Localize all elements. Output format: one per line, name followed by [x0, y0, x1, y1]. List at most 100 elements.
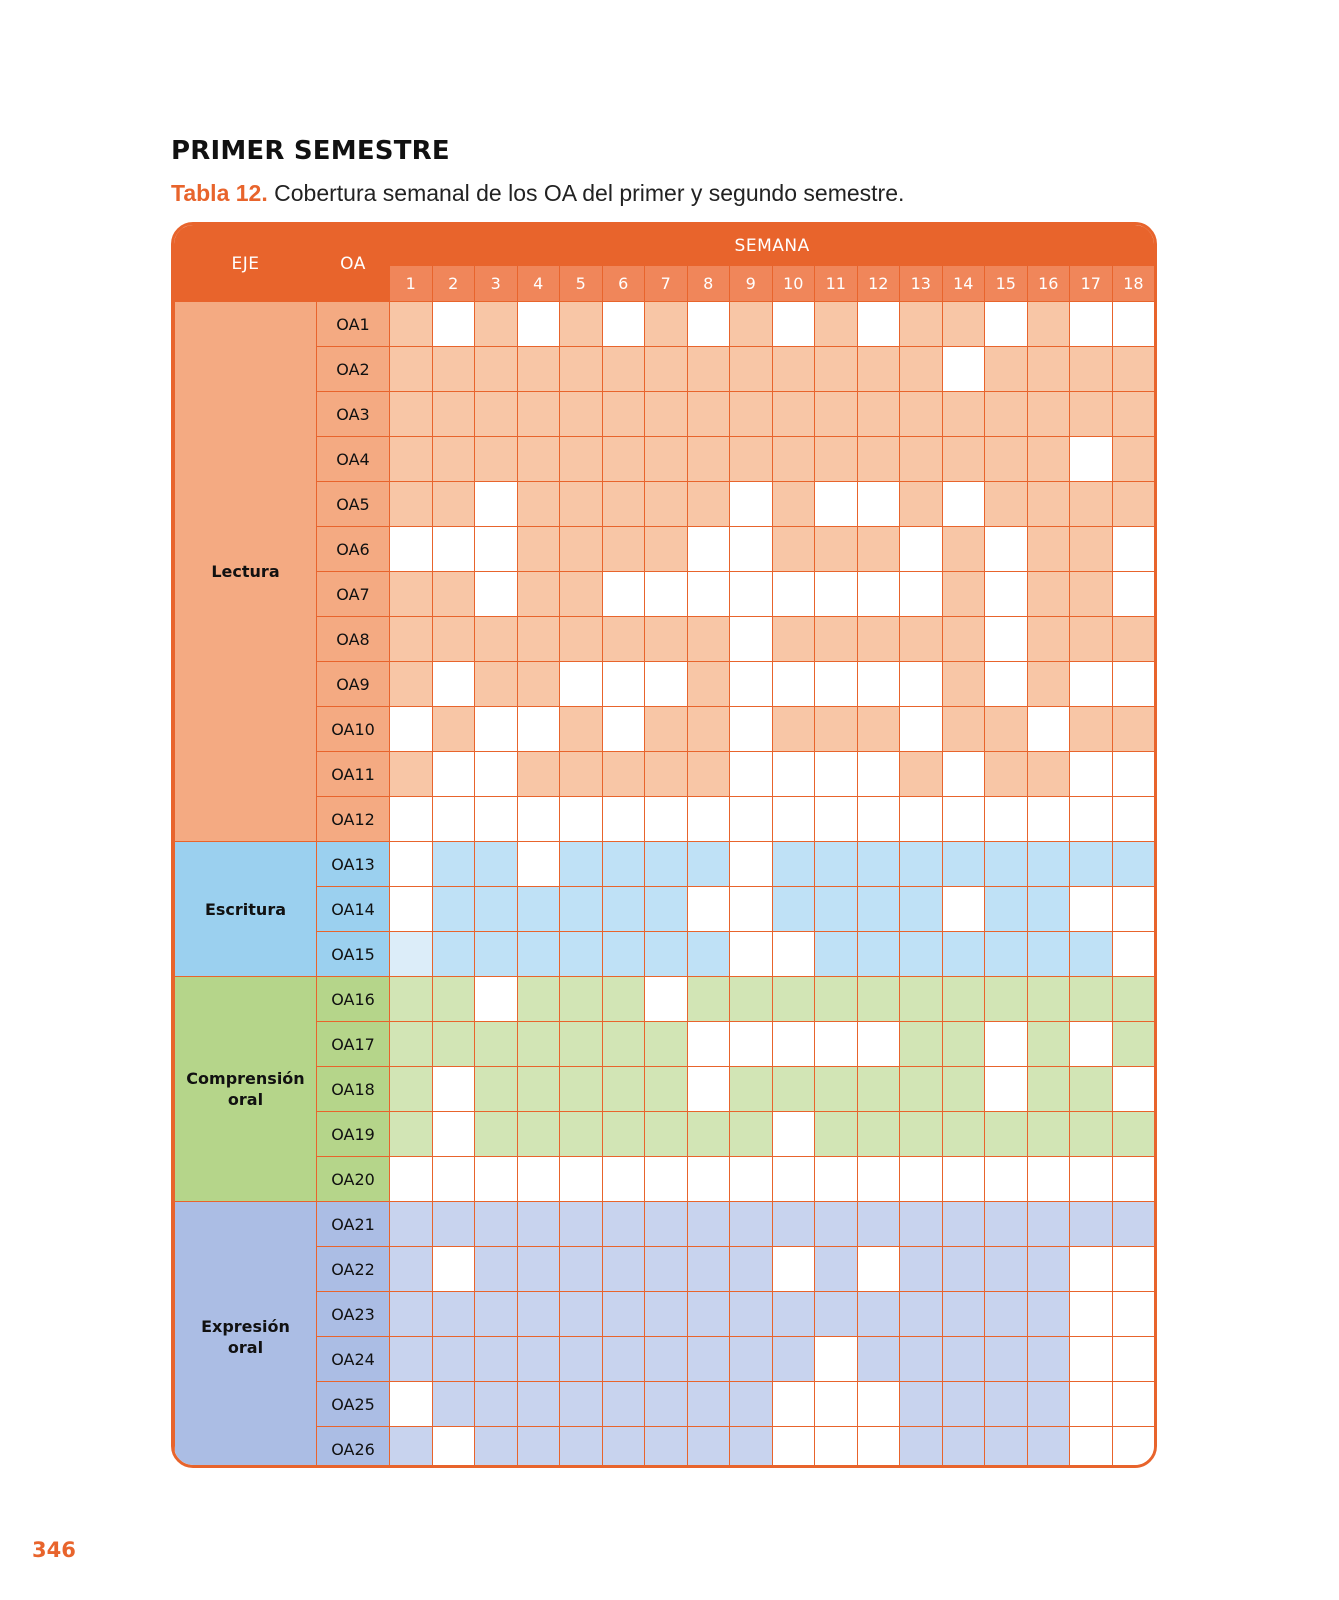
coverage-cell — [771, 1111, 815, 1157]
coverage-cell — [729, 526, 773, 572]
coverage-cell — [431, 796, 475, 842]
coverage-cell — [814, 1111, 858, 1157]
week-header: 16 — [1026, 265, 1070, 302]
table-row: OA14 — [175, 886, 1154, 932]
oa-label: OA13 — [316, 841, 390, 887]
coverage-cell — [941, 931, 985, 977]
coverage-cell — [1069, 1111, 1113, 1157]
coverage-cell — [559, 1156, 603, 1202]
coverage-cell — [644, 931, 688, 977]
coverage-cell — [984, 976, 1028, 1022]
week-header: 15 — [984, 265, 1028, 302]
coverage-cell — [941, 1021, 985, 1067]
coverage-cell — [474, 976, 518, 1022]
coverage-cell — [559, 751, 603, 797]
table-row: OA24 — [175, 1336, 1154, 1382]
week-header: 18 — [1111, 265, 1154, 302]
coverage-cell — [856, 1021, 900, 1067]
coverage-cell — [389, 931, 433, 977]
coverage-cell — [729, 1291, 773, 1337]
coverage-cell — [516, 1066, 560, 1112]
coverage-cell — [814, 481, 858, 527]
coverage-cell — [644, 886, 688, 932]
coverage-cell — [559, 346, 603, 392]
coverage-cell — [644, 751, 688, 797]
coverage-cell — [431, 1021, 475, 1067]
coverage-cell — [941, 481, 985, 527]
coverage-cell — [1111, 1156, 1154, 1202]
coverage-cell — [941, 436, 985, 482]
coverage-cell — [856, 1426, 900, 1465]
coverage-cell — [601, 481, 645, 527]
coverage-cell — [771, 1336, 815, 1382]
coverage-cell — [856, 1381, 900, 1427]
coverage-cell — [644, 1291, 688, 1337]
coverage-cell — [1069, 301, 1113, 347]
coverage-cell — [729, 751, 773, 797]
coverage-cell — [899, 391, 943, 437]
coverage-cell — [474, 1381, 518, 1427]
coverage-cell — [1111, 436, 1154, 482]
coverage-cell — [1111, 931, 1154, 977]
coverage-cell — [559, 1381, 603, 1427]
coverage-cell — [984, 1246, 1028, 1292]
coverage-cell — [771, 571, 815, 617]
coverage-cell — [856, 1291, 900, 1337]
coverage-cell — [984, 571, 1028, 617]
coverage-cell — [516, 976, 560, 1022]
coverage-cell — [516, 1246, 560, 1292]
coverage-cell — [771, 706, 815, 752]
coverage-cell — [601, 1291, 645, 1337]
coverage-cell — [814, 436, 858, 482]
coverage-cell — [729, 391, 773, 437]
coverage-cell — [389, 436, 433, 482]
coverage-cell — [899, 616, 943, 662]
coverage-cell — [1111, 706, 1154, 752]
coverage-cell — [941, 751, 985, 797]
coverage-cell — [771, 1201, 815, 1247]
coverage-cell — [941, 1156, 985, 1202]
header-semana: SEMANA — [388, 225, 1154, 266]
coverage-cell — [559, 1111, 603, 1157]
table-row: OA3 — [175, 391, 1154, 437]
coverage-cell — [1026, 481, 1070, 527]
coverage-cell — [516, 796, 560, 842]
coverage-cell — [431, 1246, 475, 1292]
coverage-cell — [601, 976, 645, 1022]
coverage-cell — [899, 301, 943, 347]
coverage-cell — [559, 1291, 603, 1337]
coverage-cell — [516, 706, 560, 752]
coverage-cell — [1026, 1291, 1070, 1337]
table-caption: Tabla 12. Cobertura semanal de los OA de… — [171, 180, 904, 207]
coverage-cell — [984, 706, 1028, 752]
coverage-cell — [1069, 481, 1113, 527]
coverage-cell — [1111, 1201, 1154, 1247]
coverage-cell — [686, 1066, 730, 1112]
coverage-cell — [729, 1381, 773, 1427]
coverage-cell — [984, 1201, 1028, 1247]
coverage-cell — [601, 436, 645, 482]
coverage-cell — [1069, 1156, 1113, 1202]
coverage-cell — [899, 1246, 943, 1292]
coverage-cell — [516, 1201, 560, 1247]
week-header: 3 — [474, 265, 518, 302]
coverage-cell — [856, 616, 900, 662]
coverage-cell — [729, 886, 773, 932]
coverage-cell — [771, 481, 815, 527]
coverage-cell — [516, 436, 560, 482]
coverage-cell — [686, 1111, 730, 1157]
coverage-cell — [686, 526, 730, 572]
coverage-cell — [814, 346, 858, 392]
coverage-cell — [644, 706, 688, 752]
coverage-cell — [686, 1291, 730, 1337]
coverage-cell — [431, 571, 475, 617]
oa-label: OA9 — [316, 661, 390, 707]
coverage-cell — [941, 976, 985, 1022]
oa-label: OA23 — [316, 1291, 390, 1337]
coverage-cell — [814, 886, 858, 932]
coverage-cell — [941, 1426, 985, 1465]
coverage-cell — [1026, 1336, 1070, 1382]
coverage-cell — [516, 1156, 560, 1202]
coverage-cell — [984, 301, 1028, 347]
coverage-cell — [389, 976, 433, 1022]
